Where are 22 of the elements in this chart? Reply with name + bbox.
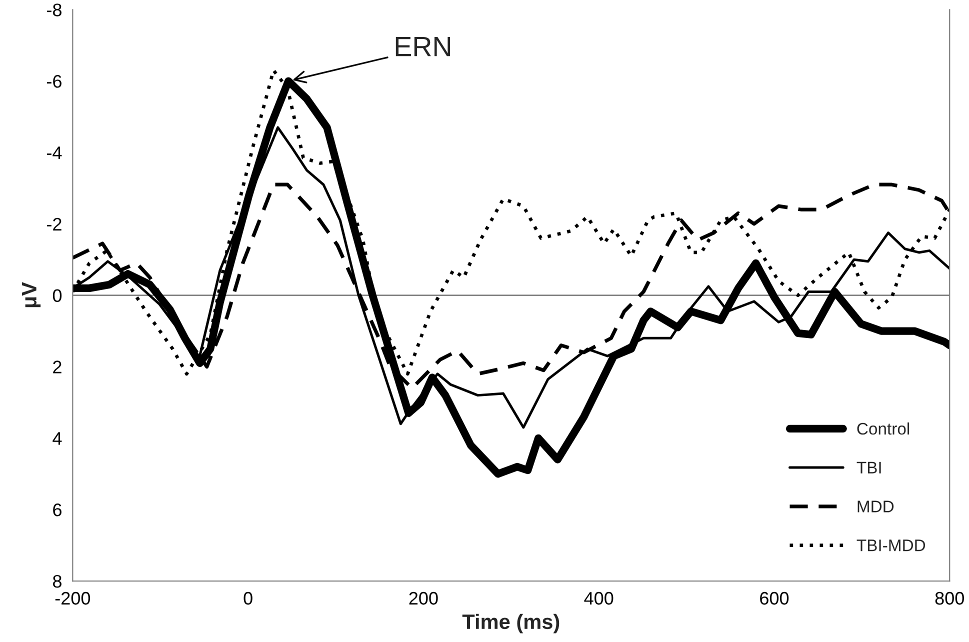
y-tick-label: 0	[52, 289, 62, 302]
legend-label: TBI-MDD	[856, 540, 926, 552]
y-axis-title: μV	[22, 282, 41, 308]
x-tick-label: 800	[935, 592, 964, 605]
x-tick-label: 400	[584, 592, 614, 605]
x-tick-label: 200	[409, 592, 438, 605]
y-tick-label: -2	[47, 218, 62, 230]
legend-label: TBI	[856, 462, 881, 474]
x-tick-label: 600	[760, 592, 789, 605]
y-tick-label: 6	[53, 504, 62, 516]
y-tick-label: -6	[47, 74, 62, 88]
y-tick-label: -8	[47, 4, 62, 16]
x-tick-label: 0	[244, 592, 252, 605]
y-tick-label: -4	[47, 146, 62, 160]
legend-label: Control	[857, 422, 910, 435]
y-tick-label: 8	[53, 574, 62, 588]
x-axis-title: Time (ms)	[462, 614, 560, 634]
legend-label: MDD	[858, 500, 894, 512]
y-tick-label: 4	[52, 432, 62, 445]
annotation: ERN	[396, 36, 450, 56]
x-tick-label: -200	[55, 592, 90, 605]
y-tick-label: 2	[53, 360, 62, 374]
